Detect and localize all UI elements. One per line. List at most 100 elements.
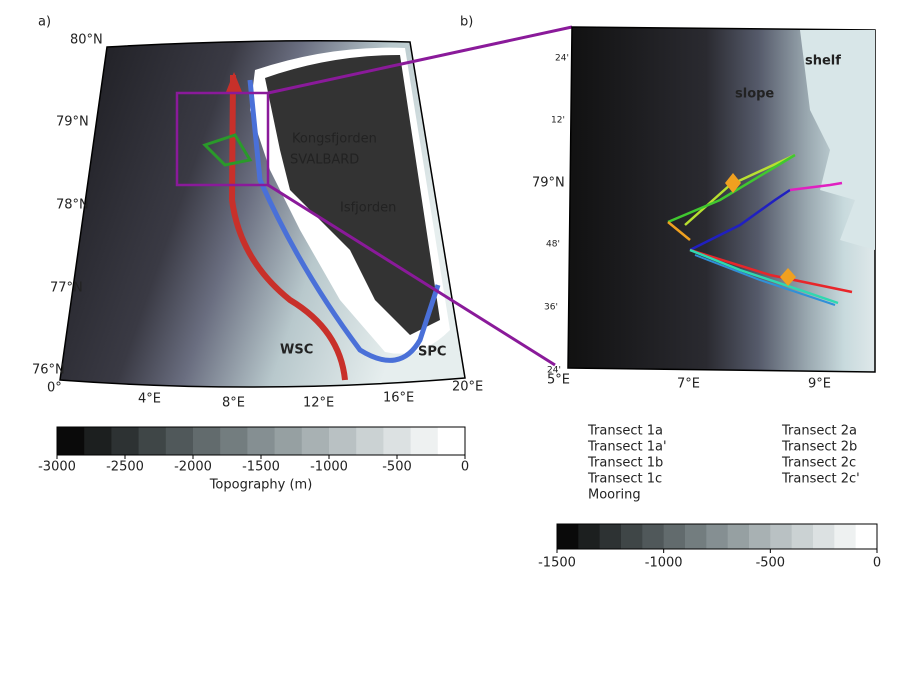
colorbar-tick-label: -1500	[242, 460, 280, 475]
place-label: Isfjorden	[340, 201, 396, 216]
colorbar-tick-label: -1000	[310, 460, 348, 475]
colorbar-swatch	[247, 427, 276, 455]
lon-label: 8°E	[222, 396, 245, 411]
colorbar-b	[556, 523, 878, 553]
colorbar-swatch	[727, 524, 750, 549]
place-label: Kongsfjorden	[292, 132, 377, 147]
colorbar-swatch	[356, 427, 384, 455]
colorbar-swatch	[578, 524, 601, 549]
legend-entry: Transect 1a'	[587, 440, 667, 455]
colorbar-label: Topography (m)	[209, 478, 313, 493]
zoom-line	[267, 25, 573, 95]
mooring-marker	[780, 268, 796, 286]
colorbar-tick-label: -2500	[106, 460, 144, 475]
legend-entry: Transect 2c	[781, 456, 856, 471]
zoom-line	[267, 183, 556, 367]
transect	[667, 221, 691, 241]
legend-entry: Transect 1b	[587, 456, 663, 471]
transects-a	[202, 133, 253, 167]
lon-label: 7°E	[677, 377, 700, 392]
colorbar-swatch	[685, 524, 707, 549]
colorbar-tick-label: -500	[382, 460, 412, 475]
colorbar-swatch	[706, 524, 729, 549]
colorbar-swatch	[301, 427, 330, 455]
wsc-path	[228, 74, 348, 381]
current-label: SPC	[418, 345, 446, 360]
colorbar-tick-label: 0	[461, 460, 469, 475]
colorbar-a	[56, 426, 466, 459]
place-label: SVALBARD	[290, 153, 359, 168]
transect	[689, 188, 791, 252]
transect	[667, 153, 796, 224]
lat-label: 77°N	[50, 281, 83, 296]
colorbar-swatch	[220, 427, 248, 455]
wsc-arrow	[226, 72, 242, 92]
lon-label: 4°E	[138, 392, 161, 407]
lat-label: 79°N	[532, 176, 565, 191]
shelf-b	[800, 30, 875, 250]
legend-entry: Transect 2b	[781, 440, 857, 455]
panel-label: b)	[460, 15, 473, 30]
panel-label: a)	[38, 15, 51, 30]
lon-label: 12°E	[303, 396, 334, 411]
legend-entry: Transect 2c'	[781, 472, 860, 487]
lat-label: 12'	[551, 116, 565, 126]
legend-entry: Mooring	[588, 488, 641, 503]
lon-label: 20°E	[452, 380, 483, 395]
transect	[689, 248, 853, 294]
colorbar-swatch	[274, 427, 303, 455]
lat-label: 76°N	[32, 363, 65, 378]
colorbar-tick-label: -500	[756, 556, 786, 571]
lat-label: 24'	[547, 366, 561, 376]
transect	[694, 254, 836, 306]
lat-label: 80°N	[70, 33, 103, 48]
colorbar-swatch	[770, 524, 793, 549]
colorbar-swatch	[621, 524, 643, 549]
transect	[789, 181, 843, 192]
region-label: shelf	[805, 54, 841, 69]
colorbar-tick-label: 0	[873, 556, 881, 571]
colorbar-swatch	[138, 427, 167, 455]
lon-label: 16°E	[383, 391, 414, 406]
colorbar-swatch	[329, 427, 357, 455]
colorbar-frame	[556, 523, 878, 550]
colorbar-swatch	[111, 427, 140, 455]
colorbar-swatch	[749, 524, 771, 549]
legend-entry: Transect 1a	[587, 424, 663, 439]
colorbar-swatch	[193, 427, 221, 455]
lon-label: 9°E	[808, 377, 831, 392]
lat-label: 36'	[544, 303, 558, 313]
mooring-marker	[725, 173, 741, 193]
transect	[689, 248, 839, 305]
current-label: WSC	[280, 343, 313, 358]
colorbar-swatch	[599, 524, 622, 549]
colorbar-swatch	[813, 524, 835, 549]
colorbar-swatch	[855, 524, 878, 549]
colorbar-swatch	[642, 524, 665, 549]
lon-label: 0°	[47, 381, 62, 396]
colorbar-swatch	[791, 524, 814, 549]
colorbar-tick-label: -2000	[174, 460, 212, 475]
colorbar-swatch	[165, 427, 194, 455]
colorbar-swatch	[834, 524, 857, 549]
region-label: slope	[735, 87, 774, 102]
spc-path	[247, 79, 441, 363]
zoom-box	[175, 91, 270, 187]
lat-label: 48'	[546, 240, 560, 250]
legend-entry: Transect 2a	[781, 424, 857, 439]
colorbar-swatch	[410, 427, 439, 455]
lon-label: 5°E	[547, 373, 570, 388]
colorbar-swatch	[57, 427, 85, 455]
lat-label: 79°N	[56, 115, 89, 130]
colorbar-swatch	[383, 427, 412, 455]
colorbar-swatch	[84, 427, 112, 455]
lat-label: 78°N	[56, 198, 89, 213]
colorbar-swatch	[437, 427, 466, 455]
colorbar-swatch	[663, 524, 686, 549]
colorbar-tick-label: -3000	[38, 460, 76, 475]
colorbar-swatch	[557, 524, 579, 549]
colorbar-tick-label: -1000	[645, 556, 683, 571]
lat-label: 24'	[555, 54, 569, 64]
colorbar-tick-label: -1500	[538, 556, 576, 571]
